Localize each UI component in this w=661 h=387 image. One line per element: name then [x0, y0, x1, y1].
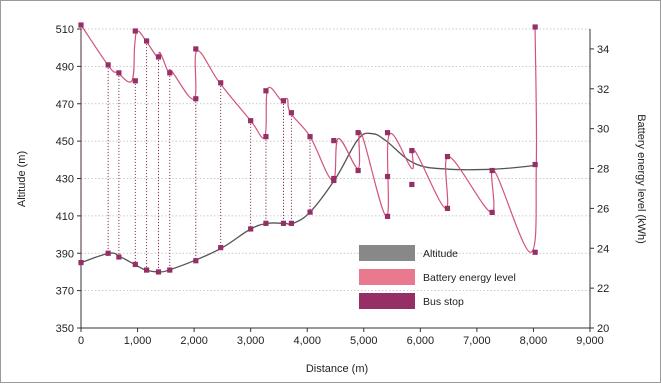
bus-stop-marker-battery-30 — [532, 249, 538, 255]
bus-stop-marker-battery-8 — [193, 96, 199, 102]
bus-stop-marker-altitude-16 — [307, 209, 313, 215]
legend-label-altitude: Altitude — [423, 248, 458, 260]
bus-stop-marker-altitude-0 — [78, 259, 84, 266]
bus-stop-marker-altitude-11 — [248, 226, 254, 232]
bus-stop-drop-lines — [80, 25, 335, 272]
y2-tick-label-0: 20 — [597, 323, 609, 335]
y-tick-label-2: 390 — [56, 248, 74, 260]
bus-stop-marker-altitude-5 — [144, 267, 150, 273]
y2-tick-label-3: 26 — [597, 203, 609, 215]
bus-stop-marker-altitude-3 — [132, 261, 138, 268]
x-axis-label: Distance (m) — [306, 363, 368, 375]
bus-stop-marker-battery-21 — [384, 213, 391, 219]
x-tick-label-8: 8,000 — [520, 335, 548, 347]
bus-stop-marker-battery-19 — [355, 167, 361, 174]
y2-tick-label-5: 30 — [597, 124, 609, 136]
x-tick-label-9: 9,000 — [576, 335, 604, 347]
series — [80, 24, 538, 273]
y2-tick-label-1: 22 — [597, 283, 609, 295]
bus-stop-marker-battery-23 — [384, 173, 391, 180]
bus-stop-marker-battery-12 — [263, 134, 269, 140]
bus-stop-marker-battery-22 — [384, 130, 391, 136]
y-tick-label-3: 410 — [56, 211, 74, 223]
bus-stop-marker-battery-31 — [532, 161, 538, 168]
bus-stop-marker-altitude-2 — [116, 254, 122, 260]
x-tick-label-6: 6,000 — [407, 335, 435, 347]
bus-stop-marker-altitude-6 — [155, 269, 162, 275]
bus-stop-marker-battery-13 — [263, 88, 269, 94]
y2-tick-label-7: 34 — [597, 44, 609, 56]
y-axis-label: Altitude (m) — [16, 151, 28, 207]
legend-swatch-altitude — [359, 245, 415, 261]
bus-stop-marker-altitude-15 — [288, 220, 294, 226]
bus-stop-marker-altitude-7 — [167, 267, 173, 273]
legend-label-battery: Battery energy level — [423, 272, 516, 284]
bus-stop-marker-battery-4 — [132, 28, 138, 34]
bus-stop-marker-battery-9 — [193, 46, 199, 52]
y2-axis-label: Battery energy level (kWh) — [635, 114, 647, 244]
bus-stop-marker-battery-16 — [307, 134, 313, 140]
bus-stop-marker-battery-10 — [218, 80, 224, 86]
legend-swatch-bus-stop — [359, 293, 415, 309]
y-tick-label-8: 510 — [56, 24, 74, 36]
bus-stop-marker-battery-3 — [132, 78, 138, 84]
bus-stop-marker-battery-1 — [105, 62, 111, 68]
bus-stop-marker-altitude-10 — [218, 245, 224, 251]
x-tick-label-3: 3,000 — [237, 335, 265, 347]
bus-stop-marker-battery-14 — [280, 98, 287, 104]
x-tick-label-2: 2,000 — [180, 335, 208, 347]
bus-stop-marker-battery-18 — [331, 138, 337, 144]
y-tick-label-7: 490 — [56, 61, 74, 73]
y2-tick-label-4: 28 — [597, 164, 609, 176]
bus-stop-marker-battery-6 — [155, 54, 162, 60]
bus-stop-marker-altitude-17 — [331, 175, 337, 182]
bus-stop-markers — [78, 22, 538, 275]
altitude-line — [80, 132, 537, 273]
y-tick-label-6: 470 — [56, 99, 74, 111]
bus-stop-marker-altitude-1 — [105, 250, 111, 256]
bus-stop-marker-altitude-12 — [263, 220, 269, 226]
bus-stop-marker-altitude-8 — [193, 258, 199, 264]
legend-swatch-battery — [359, 269, 415, 285]
x-tick-label-4: 4,000 — [293, 335, 321, 347]
axes — [77, 28, 594, 332]
bus-stop-marker-battery-20 — [355, 130, 361, 136]
y-tick-label-5: 450 — [56, 136, 74, 148]
bus-stop-marker-battery-25 — [409, 147, 415, 154]
bus-stop-marker-battery-7 — [167, 70, 173, 76]
y2-tick-label-6: 32 — [597, 84, 609, 96]
tick-labels: 0 1,000 2,000 3,000 4,000 5,000 6,000 7,000 8,00… — [56, 24, 610, 347]
x-tick-label-1: 1,000 — [124, 335, 152, 347]
bus-stop-marker-battery-15 — [288, 110, 294, 116]
y-tick-label-1: 370 — [56, 286, 74, 298]
bus-stop-marker-battery-29 — [489, 167, 495, 174]
bus-stop-marker-battery-32 — [532, 24, 538, 30]
bus-stop-marker-battery-28 — [489, 209, 495, 215]
x-tick-label-0: 0 — [78, 335, 84, 347]
x-tick-label-7: 7,000 — [463, 335, 491, 347]
bus-stop-marker-altitude-14 — [280, 220, 287, 226]
x-tick-label-5: 5,000 — [350, 335, 378, 347]
y-tick-label-4: 430 — [56, 174, 74, 186]
bus-stop-marker-battery-0 — [78, 22, 84, 28]
bus-stop-marker-battery-11 — [248, 118, 254, 124]
y-tick-label-0: 350 — [56, 323, 74, 335]
legend-label-bus-stop: Bus stop — [423, 296, 464, 308]
bus-stop-marker-battery-24 — [409, 181, 415, 188]
y2-tick-label-2: 24 — [597, 243, 609, 255]
bus-stop-marker-battery-27 — [444, 153, 451, 160]
legend: Altitude Battery energy level Bus stop — [359, 245, 516, 309]
bus-stop-marker-battery-2 — [116, 70, 122, 76]
bus-stop-marker-battery-26 — [444, 205, 451, 211]
bus-stop-marker-battery-5 — [144, 38, 150, 44]
